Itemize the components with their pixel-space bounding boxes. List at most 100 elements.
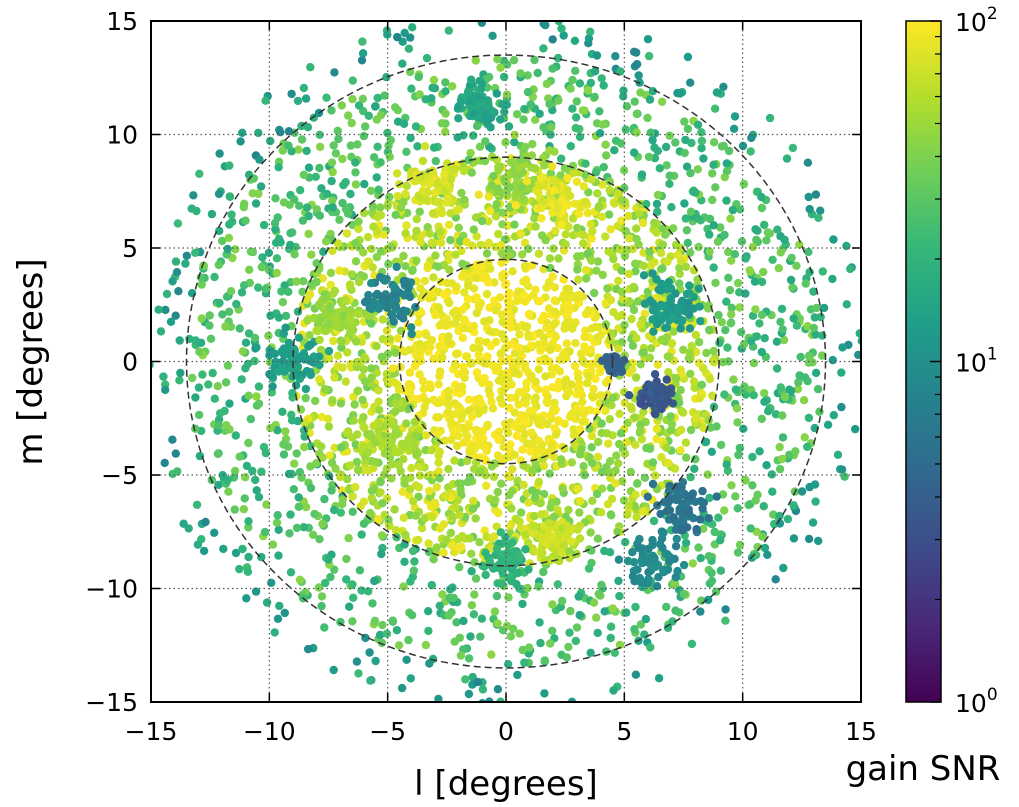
- data-point: [803, 376, 812, 386]
- data-point: [305, 331, 314, 340]
- data-point: [251, 344, 260, 353]
- data-point: [649, 327, 658, 336]
- data-point: [587, 546, 596, 555]
- data-point: [638, 218, 648, 228]
- data-point: [777, 304, 787, 314]
- data-point: [312, 459, 321, 468]
- data-point: [584, 371, 593, 380]
- data-point: [476, 632, 485, 641]
- data-point: [481, 272, 491, 281]
- data-point: [343, 209, 353, 218]
- data-point: [739, 424, 748, 433]
- data-point: [545, 469, 554, 478]
- data-point: [454, 205, 464, 214]
- data-point: [549, 244, 558, 253]
- data-point: [722, 196, 731, 205]
- data-point: [303, 123, 313, 132]
- data-point: [448, 512, 458, 521]
- data-point: [675, 263, 684, 273]
- data-point: [373, 142, 382, 151]
- data-point: [803, 158, 813, 167]
- data-point: [613, 527, 622, 536]
- data-point: [792, 261, 801, 270]
- data-point: [402, 208, 412, 218]
- data-point: [485, 697, 494, 702]
- data-point: [315, 163, 324, 173]
- data-point: [632, 334, 641, 343]
- data-point: [471, 574, 481, 583]
- data-point: [435, 342, 444, 351]
- data-point: [433, 437, 442, 446]
- data-point: [341, 178, 350, 187]
- data-point: [504, 171, 513, 180]
- data-point: [430, 84, 440, 93]
- data-point: [391, 302, 401, 311]
- data-point: [251, 587, 261, 596]
- data-point: [683, 124, 693, 134]
- data-point: [671, 374, 681, 383]
- data-point: [590, 288, 599, 298]
- data-point: [709, 346, 718, 356]
- data-point: [550, 307, 560, 316]
- data-point: [614, 276, 623, 286]
- data-point: [451, 250, 460, 259]
- data-point: [376, 110, 386, 120]
- data-point: [688, 408, 698, 417]
- data-point: [489, 532, 499, 541]
- data-point: [410, 417, 419, 427]
- data-point: [584, 188, 593, 197]
- data-point: [346, 461, 355, 470]
- data-point: [494, 162, 503, 172]
- data-point: [587, 175, 596, 184]
- data-point: [215, 298, 224, 308]
- data-point: [705, 493, 714, 503]
- data-point: [536, 182, 545, 191]
- data-point: [516, 69, 525, 78]
- data-point: [326, 302, 335, 312]
- data-point: [472, 293, 481, 303]
- data-point: [458, 333, 467, 343]
- data-point: [317, 592, 327, 601]
- data-point: [435, 601, 444, 610]
- data-point: [663, 285, 672, 294]
- data-point: [494, 508, 503, 518]
- data-point: [330, 373, 339, 382]
- data-point: [687, 341, 696, 351]
- data-point: [367, 304, 377, 314]
- data-point: [776, 248, 785, 257]
- data-point: [619, 92, 628, 101]
- data-point: [811, 190, 821, 199]
- data-point: [359, 131, 369, 141]
- data-point: [551, 296, 561, 306]
- data-point: [412, 256, 421, 265]
- data-point: [426, 342, 435, 351]
- data-point: [413, 142, 422, 151]
- data-point: [474, 190, 483, 199]
- data-point: [855, 329, 861, 338]
- data-point: [196, 273, 206, 282]
- data-point: [586, 528, 595, 537]
- data-point: [517, 182, 526, 191]
- data-point: [695, 515, 705, 524]
- data-point: [548, 600, 557, 609]
- data-point: [432, 483, 442, 492]
- data-point: [213, 382, 222, 391]
- data-point: [631, 440, 640, 449]
- data-point: [788, 143, 798, 153]
- data-point: [508, 486, 517, 495]
- data-point: [685, 324, 695, 333]
- data-point: [773, 225, 782, 234]
- data-point: [587, 234, 596, 243]
- data-point: [537, 510, 546, 519]
- data-point: [511, 191, 520, 200]
- data-point: [378, 292, 387, 301]
- data-point: [778, 454, 787, 464]
- data-point: [698, 486, 707, 496]
- data-point: [708, 391, 717, 400]
- data-point: [367, 244, 376, 254]
- data-point: [414, 72, 423, 82]
- data-point: [592, 407, 601, 416]
- data-point: [571, 636, 580, 646]
- data-point: [363, 295, 372, 305]
